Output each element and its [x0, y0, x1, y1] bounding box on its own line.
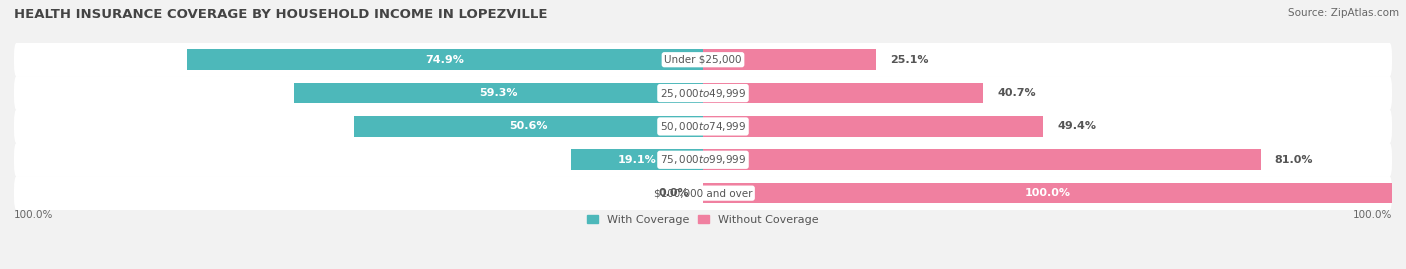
Text: 49.4%: 49.4% [1057, 121, 1097, 132]
Text: $75,000 to $99,999: $75,000 to $99,999 [659, 153, 747, 166]
Bar [294, 83, 703, 103]
Text: 81.0%: 81.0% [1275, 155, 1313, 165]
Legend: With Coverage, Without Coverage: With Coverage, Without Coverage [582, 210, 824, 229]
FancyBboxPatch shape [14, 176, 1392, 210]
Text: 74.9%: 74.9% [426, 55, 464, 65]
Text: 25.1%: 25.1% [890, 55, 928, 65]
Text: 40.7%: 40.7% [997, 88, 1036, 98]
FancyBboxPatch shape [14, 76, 1392, 110]
Text: Under $25,000: Under $25,000 [664, 55, 742, 65]
Text: 50.6%: 50.6% [509, 121, 548, 132]
Bar [703, 116, 1043, 137]
Bar [703, 183, 1392, 203]
Bar [354, 116, 703, 137]
Bar [187, 49, 703, 70]
Text: 100.0%: 100.0% [1353, 210, 1392, 221]
Text: 100.0%: 100.0% [14, 210, 53, 221]
FancyBboxPatch shape [14, 143, 1392, 177]
Text: HEALTH INSURANCE COVERAGE BY HOUSEHOLD INCOME IN LOPEZVILLE: HEALTH INSURANCE COVERAGE BY HOUSEHOLD I… [14, 8, 547, 21]
Text: $25,000 to $49,999: $25,000 to $49,999 [659, 87, 747, 100]
Text: $100,000 and over: $100,000 and over [654, 188, 752, 198]
Bar [703, 49, 876, 70]
Text: 0.0%: 0.0% [658, 188, 689, 198]
Text: 19.1%: 19.1% [617, 155, 657, 165]
FancyBboxPatch shape [14, 109, 1392, 143]
Bar [703, 83, 983, 103]
Bar [571, 150, 703, 170]
FancyBboxPatch shape [14, 43, 1392, 77]
Bar [703, 150, 1261, 170]
Text: 59.3%: 59.3% [479, 88, 517, 98]
Text: Source: ZipAtlas.com: Source: ZipAtlas.com [1288, 8, 1399, 18]
Text: $50,000 to $74,999: $50,000 to $74,999 [659, 120, 747, 133]
Text: 100.0%: 100.0% [1025, 188, 1070, 198]
